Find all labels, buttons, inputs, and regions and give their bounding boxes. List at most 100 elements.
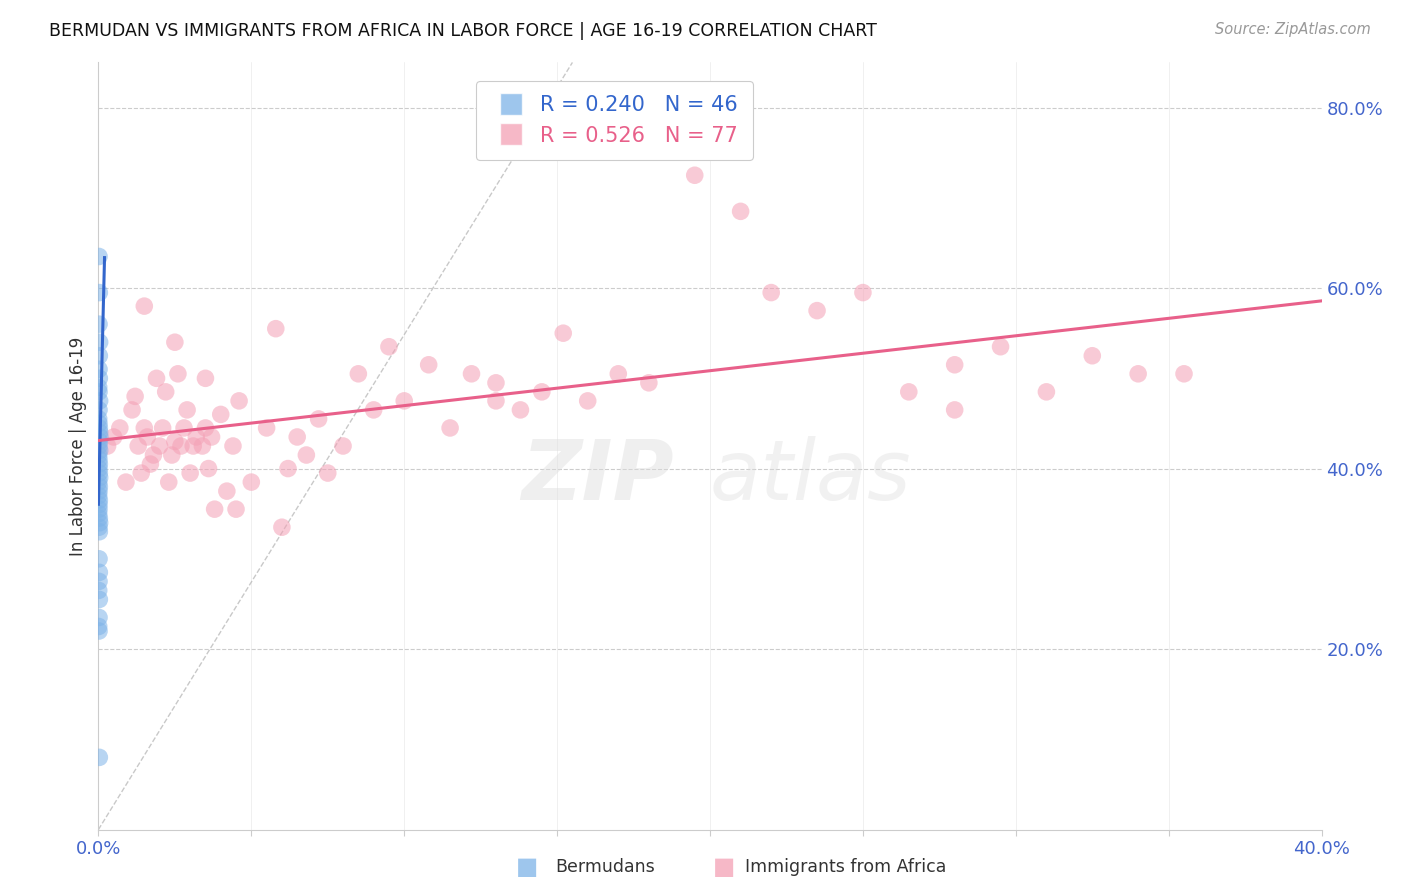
Point bbox=[163, 434, 186, 449]
Point bbox=[163, 335, 186, 350]
Point bbox=[89, 335, 111, 350]
Point bbox=[576, 393, 599, 408]
Point bbox=[134, 421, 156, 435]
Point bbox=[89, 393, 111, 408]
Point bbox=[1081, 349, 1104, 363]
Point bbox=[943, 403, 966, 417]
Point bbox=[89, 511, 111, 525]
Point bbox=[87, 452, 110, 467]
Point bbox=[87, 574, 110, 589]
Point bbox=[89, 592, 111, 607]
Point bbox=[264, 321, 287, 335]
Point bbox=[806, 303, 828, 318]
Point bbox=[509, 403, 531, 417]
Point bbox=[191, 439, 214, 453]
Point bbox=[87, 317, 110, 331]
Point bbox=[87, 619, 110, 633]
Point bbox=[87, 412, 110, 426]
Point bbox=[277, 461, 299, 475]
Point bbox=[87, 583, 110, 598]
Point bbox=[87, 610, 110, 624]
Point bbox=[485, 393, 508, 408]
Point bbox=[194, 421, 217, 435]
Point bbox=[87, 507, 110, 521]
Y-axis label: In Labor Force | Age 16-19: In Labor Force | Age 16-19 bbox=[69, 336, 87, 556]
Point bbox=[607, 367, 630, 381]
Point bbox=[108, 421, 131, 435]
Point bbox=[378, 340, 401, 354]
Point bbox=[89, 750, 111, 764]
Point bbox=[730, 204, 752, 219]
Point bbox=[347, 367, 370, 381]
Point bbox=[225, 502, 247, 516]
Point bbox=[87, 439, 110, 453]
Point bbox=[683, 168, 706, 182]
Text: atlas: atlas bbox=[710, 436, 911, 517]
Point bbox=[129, 466, 152, 480]
Point bbox=[460, 367, 482, 381]
Point bbox=[295, 448, 318, 462]
Point bbox=[285, 430, 308, 444]
Point bbox=[142, 448, 165, 462]
Point bbox=[87, 624, 110, 638]
Point bbox=[87, 520, 110, 534]
Point bbox=[316, 466, 339, 480]
Point bbox=[89, 285, 111, 300]
Point bbox=[392, 393, 416, 408]
Point bbox=[240, 475, 263, 489]
Point bbox=[308, 412, 330, 426]
Point bbox=[89, 425, 111, 440]
Point bbox=[87, 380, 110, 394]
Point bbox=[87, 475, 110, 489]
Point bbox=[194, 371, 217, 385]
Point bbox=[97, 439, 120, 453]
Point bbox=[990, 340, 1012, 354]
Point bbox=[1128, 367, 1150, 381]
Point bbox=[87, 502, 110, 516]
Text: ■: ■ bbox=[516, 855, 538, 879]
Point bbox=[89, 466, 111, 480]
Point bbox=[637, 376, 661, 390]
Point bbox=[173, 421, 195, 435]
Point bbox=[553, 326, 575, 341]
Point bbox=[87, 403, 110, 417]
Point bbox=[87, 484, 110, 499]
Point bbox=[139, 457, 162, 471]
Point bbox=[363, 403, 385, 417]
Point bbox=[179, 466, 201, 480]
Point bbox=[89, 516, 111, 530]
Point bbox=[87, 384, 110, 399]
Point bbox=[89, 349, 111, 363]
Point bbox=[167, 367, 190, 381]
Point bbox=[127, 439, 149, 453]
Point bbox=[134, 299, 156, 313]
Point bbox=[204, 502, 226, 516]
Point bbox=[89, 421, 111, 435]
Point bbox=[157, 475, 180, 489]
Point bbox=[89, 470, 111, 484]
Point bbox=[89, 493, 111, 508]
Point bbox=[87, 461, 110, 475]
Point bbox=[87, 498, 110, 512]
Point bbox=[87, 448, 110, 462]
Point bbox=[897, 384, 920, 399]
Point bbox=[215, 484, 238, 499]
Point bbox=[89, 480, 111, 494]
Point bbox=[89, 443, 111, 458]
Point bbox=[530, 384, 553, 399]
Point bbox=[103, 430, 125, 444]
Point bbox=[121, 403, 143, 417]
Point bbox=[89, 566, 111, 580]
Point bbox=[87, 489, 110, 503]
Point bbox=[332, 439, 354, 453]
Point bbox=[87, 362, 110, 376]
Point bbox=[87, 417, 110, 431]
Point bbox=[155, 384, 177, 399]
Point bbox=[149, 439, 172, 453]
Point bbox=[200, 430, 222, 444]
Point bbox=[89, 430, 111, 444]
Point bbox=[87, 551, 110, 566]
Point bbox=[222, 439, 245, 453]
Point bbox=[852, 285, 875, 300]
Point bbox=[228, 393, 250, 408]
